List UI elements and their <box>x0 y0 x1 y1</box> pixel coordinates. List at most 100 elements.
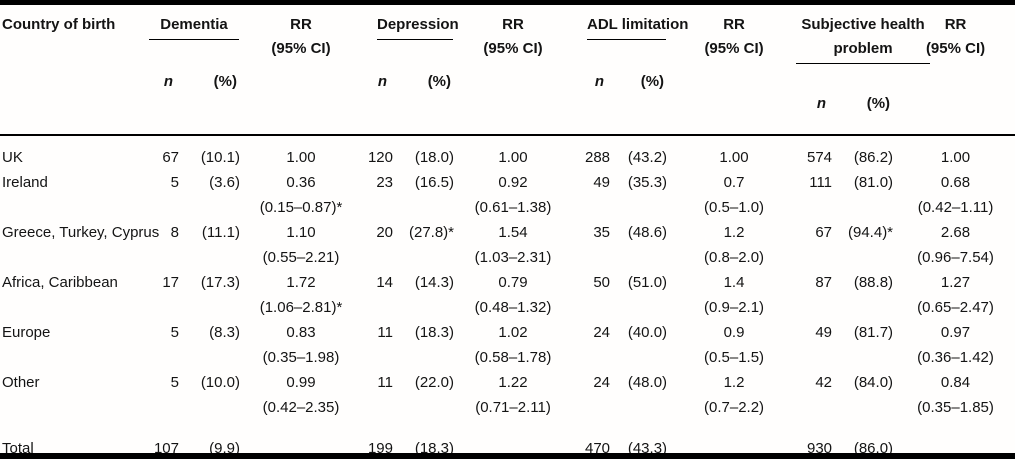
rr-value: 1.00 <box>719 149 749 166</box>
adl-rr-cell: 1.2 (0.8–2.0) <box>670 220 798 270</box>
depression-n-cell: 11 <box>377 374 393 391</box>
table-bottom-border <box>0 453 1015 459</box>
rr-value: 1.54 <box>498 224 528 241</box>
depression-n-cell: 199 <box>367 440 393 457</box>
rr-value: 0.83 <box>286 324 316 341</box>
rr-value: 1.27 <box>940 274 971 291</box>
adl-pct-cell: (43.2) <box>627 149 668 166</box>
country-cell: Total <box>2 440 34 457</box>
dementia-pct-cell: (8.3) <box>209 324 240 341</box>
ci-value: (0.55–2.21) <box>262 249 340 266</box>
dementia-pct-cell: (10.1) <box>200 149 240 166</box>
subjective-pct-cell: (84.0) <box>853 374 894 391</box>
dementia-pct-cell: (9.9) <box>209 440 240 457</box>
subjective-header-label-line1: Subjective health <box>801 16 925 33</box>
depression-n-cell: 23 <box>376 174 393 191</box>
subjective-n-cell: 87 <box>815 274 833 291</box>
rr-value: 1.72 <box>286 274 316 291</box>
depression-pct-cell: (18.3) <box>414 324 455 341</box>
subjective-n-cell: 930 <box>807 440 833 457</box>
rr-value: 1.2 <box>723 374 745 391</box>
table-row-africa-caribbean: Africa, Caribbean 17 (17.3) 1.72 (1.06–2.… <box>0 270 1015 320</box>
ci-value: (0.9–2.1) <box>704 299 765 316</box>
subheader-pct-adl: (%) <box>614 65 671 136</box>
adl-n-cell: 35 <box>593 224 611 241</box>
subheader-n-depression: n <box>359 65 397 136</box>
adl-pct-cell: (40.0) <box>627 324 668 341</box>
country-cell: Africa, Caribbean <box>2 274 118 291</box>
depression-pct-cell: (16.5) <box>414 174 455 191</box>
rr-value: 0.99 <box>286 374 316 391</box>
subjective-pct-cell: (88.8) <box>853 274 894 291</box>
adl-rr-cell: 0.9 (0.5–1.5) <box>670 320 798 370</box>
rr-value: 1.10 <box>286 224 316 241</box>
depression-rr-cell: 1.22 (0.71–2.11) <box>457 370 569 420</box>
adl-rr-cell: 1.4 (0.9–2.1) <box>670 270 798 320</box>
dementia-rr-cell: 1.00 <box>243 135 359 170</box>
ci-value: (0.35–1.98) <box>262 349 340 366</box>
dementia-pct-cell: (11.1) <box>201 224 240 241</box>
table-row-uk: UK 67 (10.1) 1.00 120 (18.0) 1.00 288 (4… <box>0 135 1015 170</box>
table-body: UK 67 (10.1) 1.00 120 (18.0) 1.00 288 (4… <box>0 135 1015 459</box>
dementia-rr-cell: 0.83 (0.35–1.98) <box>243 320 359 370</box>
ci-value: (0.5–1.5) <box>704 349 765 366</box>
header-subrow: n (%) n (%) n (%) n (%) <box>0 65 1015 136</box>
ci-value: (0.5–1.0) <box>704 199 765 216</box>
country-cell: UK <box>2 149 23 166</box>
adl-rr-cell: 0.7 (0.5–1.0) <box>670 170 798 220</box>
dementia-pct-cell: (17.3) <box>200 274 240 291</box>
dementia-n-cell: 67 <box>162 149 179 166</box>
ci-label: (95% CI) <box>925 40 986 57</box>
subheader-pct-subjective: (%) <box>836 65 897 136</box>
subheader-pct-depression: (%) <box>397 65 458 136</box>
table-header: Country of birth Dementia RR (95% CI) Dep… <box>0 5 1015 136</box>
subjective-rr-cell: 1.27 (0.65–2.47) <box>896 270 1015 320</box>
dementia-rr-cell: 0.36 (0.15–0.87)* <box>243 170 359 220</box>
subjective-rr-cell: 2.68 (0.96–7.54) <box>896 220 1015 270</box>
column-header-depression: Depression <box>359 5 459 65</box>
dementia-header-label: Dementia <box>160 16 228 33</box>
rr-label: RR <box>723 16 745 33</box>
ci-value: (0.35–1.85) <box>917 399 994 416</box>
ci-value: (0.36–1.42) <box>917 349 994 366</box>
adl-pct-cell: (35.3) <box>627 174 668 191</box>
rr-value: 0.36 <box>286 174 316 191</box>
country-cell: Ireland <box>2 174 48 191</box>
subjective-pct-cell: (86.2) <box>853 149 894 166</box>
ci-value: (1.06–2.81)* <box>259 299 343 316</box>
ci-value: (0.8–2.0) <box>704 249 765 266</box>
subjective-rr-cell: 0.68 (0.42–1.11) <box>896 170 1015 220</box>
subheader-n-subjective: n <box>798 65 837 136</box>
table-row-other: Other 5 (10.0) 0.99 (0.42–2.35) 11 (22.0)… <box>0 370 1015 420</box>
subheader-n-dementia: n <box>131 65 183 136</box>
table-row-ireland: Ireland 5 (3.6) 0.36 (0.15–0.87)* 23 (16.… <box>0 170 1015 220</box>
subjective-n-cell: 111 <box>809 174 833 191</box>
header-group-row: Country of birth Dementia RR (95% CI) Dep… <box>0 5 1015 136</box>
depression-rr-cell: 0.92 (0.61–1.38) <box>457 170 569 220</box>
adl-header-label: ADL limitation <box>587 16 689 33</box>
ci-label: (95% CI) <box>483 40 543 57</box>
rr-value: 0.92 <box>498 174 528 191</box>
subheader-n-adl: n <box>569 65 615 136</box>
column-header-subjective-health: Subjective health problem <box>796 5 931 65</box>
adl-n-cell: 288 <box>584 149 611 166</box>
subjective-header-label-line2: problem <box>833 40 893 57</box>
dementia-n-cell: 5 <box>170 324 179 341</box>
rr-label: RR <box>944 16 967 33</box>
ci-value: (0.7–2.2) <box>704 399 765 416</box>
depression-pct-cell: (14.3) <box>414 274 455 291</box>
ci-value: (0.15–0.87)* <box>259 199 343 216</box>
ci-value: (0.48–1.32) <box>474 299 552 316</box>
depression-pct-cell: (27.8)* <box>408 224 455 241</box>
depression-n-cell: 14 <box>376 274 393 291</box>
rr-value: 1.2 <box>723 224 745 241</box>
column-header-adl: ADL limitation <box>569 5 688 65</box>
dementia-pct-cell: (3.6) <box>209 174 240 191</box>
subjective-pct-cell: (81.0) <box>853 174 894 191</box>
subheader-pct-dementia: (%) <box>183 65 243 136</box>
rr-value: 1.00 <box>286 149 316 166</box>
rr-value: 0.7 <box>723 174 745 191</box>
country-cell: Greece, Turkey, Cyprus <box>2 224 160 241</box>
rr-value: 0.97 <box>940 324 971 341</box>
